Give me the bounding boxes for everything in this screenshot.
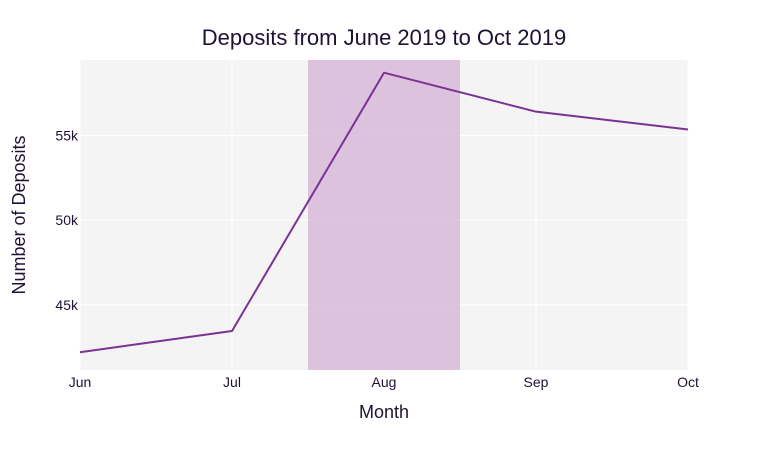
y-tick-label: 55k — [55, 127, 79, 143]
x-tick-label: Jun — [69, 374, 92, 390]
chart-title: Deposits from June 2019 to Oct 2019 — [202, 25, 566, 50]
y-tick-label: 50k — [55, 212, 79, 228]
series-layer — [79, 71, 689, 354]
x-axis-ticks: Jun Jul Aug Sep Oct — [69, 374, 699, 390]
x-tick-label: Jul — [223, 374, 241, 390]
y-axis-ticks: 45k 50k 55k — [55, 127, 79, 312]
y-axis-title: Number of Deposits — [9, 135, 29, 294]
x-tick-label: Aug — [372, 374, 397, 390]
x-tick-label: Oct — [677, 374, 699, 390]
x-axis-title: Month — [359, 402, 409, 422]
series-line — [79, 71, 689, 354]
x-tick-label: Sep — [524, 374, 549, 390]
highlight-band — [308, 60, 460, 370]
y-tick-label: 45k — [55, 297, 79, 313]
